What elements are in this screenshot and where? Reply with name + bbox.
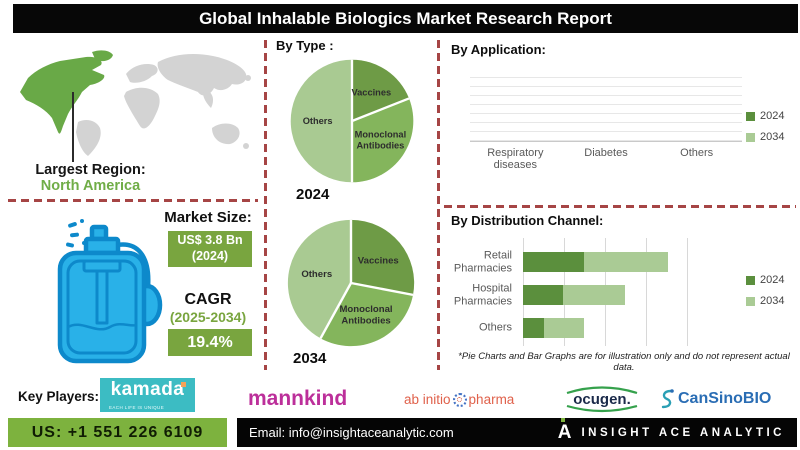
north-america-region bbox=[20, 56, 105, 134]
divider-vertical-1 bbox=[264, 40, 267, 370]
pie-year-2034: 2034 bbox=[293, 350, 327, 367]
divider-vertical-2 bbox=[437, 40, 440, 370]
email-banner: Email: info@insightaceanalytic.com A INS… bbox=[237, 417, 797, 447]
phone-banner: US: +1 551 226 6109 bbox=[8, 418, 227, 447]
pie-chart-2024: Vaccines Monoclonal Antibodies Others bbox=[287, 56, 417, 191]
europe-region bbox=[126, 64, 158, 83]
application-category-labels: Respiratory diseases Diabetes Others bbox=[487, 147, 714, 171]
page-title: Global Inhalable Biologics Market Resear… bbox=[199, 8, 612, 28]
insight-ace-logo-icon: A bbox=[557, 417, 572, 443]
market-size-year: (2024) bbox=[191, 249, 229, 263]
pie-year-2024: 2024 bbox=[296, 186, 330, 203]
insight-ace-name: INSIGHT ACE ANALYTIC bbox=[581, 426, 785, 439]
svg-text:Vaccines: Vaccines bbox=[351, 87, 391, 97]
svg-text:Others: Others bbox=[301, 269, 332, 280]
divider-left bbox=[8, 199, 258, 202]
inhaler-illustration bbox=[57, 219, 163, 364]
largest-region-label: Largest Region: bbox=[35, 162, 146, 178]
mannkind-logo: mannkind bbox=[248, 387, 348, 410]
ocugen-logo: ocugen. bbox=[562, 385, 642, 418]
by-type-title: By Type : bbox=[276, 38, 334, 53]
distribution-bar-chart bbox=[523, 238, 689, 346]
title-bar: Global Inhalable Biologics Market Resear… bbox=[13, 4, 798, 33]
insight-ace-brand: A INSIGHT ACE ANALYTIC bbox=[557, 417, 785, 444]
phone-number: US: +1 551 226 6109 bbox=[31, 423, 204, 441]
abinitio-text-1: ab initio bbox=[404, 392, 451, 407]
svg-text:Others: Others bbox=[303, 116, 333, 126]
australia-region bbox=[212, 123, 240, 145]
abinitio-text-2: pharma bbox=[468, 392, 515, 407]
greenland-region bbox=[92, 50, 113, 62]
india-region bbox=[203, 90, 214, 108]
market-size-value: US$ 3.8 Bn bbox=[177, 233, 243, 248]
cagr-value: 19.4% bbox=[187, 333, 233, 351]
market-size-label: Market Size: bbox=[164, 209, 252, 226]
divider-right bbox=[444, 205, 796, 208]
kamada-dot-icon bbox=[181, 382, 186, 387]
cansino-name: CanSinoBIO bbox=[678, 389, 772, 407]
largest-region-value: North America bbox=[40, 178, 141, 194]
distribution-legend: 2024 2034 bbox=[746, 274, 784, 316]
abinitio-pharma-logo: ab initio pharma bbox=[404, 392, 514, 407]
abinitio-circle-icon bbox=[452, 392, 467, 407]
kamada-name: kamada bbox=[110, 379, 185, 400]
africa-region bbox=[124, 87, 160, 129]
cagr-period: (2025-2034) bbox=[169, 309, 247, 325]
distribution-category-labels: Retail Pharmacies Hospital Pharmacies Othe… bbox=[453, 249, 512, 334]
asia-region bbox=[157, 54, 247, 96]
market-size-value-box: US$ 3.8 Bn (2024) bbox=[168, 231, 252, 267]
spray-dashes bbox=[66, 219, 86, 248]
region-pointer-line bbox=[72, 92, 74, 162]
pie-chart-2034: Vaccines Monoclonal Antibodies Others bbox=[284, 216, 418, 355]
world-map bbox=[20, 50, 251, 156]
key-players-label: Key Players: bbox=[18, 389, 100, 404]
chart-footnote: *Pie Charts and Bar Graphs are for illus… bbox=[458, 351, 790, 373]
kamada-tagline: EACH LIFE IS UNIQUE bbox=[109, 405, 165, 410]
kamada-logo: kamada EACH LIFE IS UNIQUE bbox=[100, 378, 195, 412]
ocugen-name: ocugen. bbox=[573, 391, 631, 408]
ocugen-swoosh-bottom bbox=[566, 404, 638, 413]
by-application-title: By Application: bbox=[451, 42, 546, 57]
cagr-label: CAGR bbox=[184, 291, 232, 308]
south-america-region bbox=[76, 120, 101, 156]
application-bar-chart bbox=[470, 70, 742, 142]
island-dot bbox=[245, 75, 251, 81]
svg-text:Vaccines: Vaccines bbox=[358, 255, 399, 266]
cansino-helix-icon bbox=[661, 389, 674, 409]
email-address: Email: info@insightaceanalytic.com bbox=[249, 425, 454, 440]
cansinobio-logo: CanSinoBIO bbox=[658, 388, 771, 409]
ocugen-swoosh-top bbox=[566, 386, 638, 395]
cagr-value-box: 19.4% bbox=[168, 329, 252, 356]
island-dot bbox=[243, 143, 249, 149]
application-legend: 2024 2034 bbox=[746, 110, 784, 152]
by-distribution-title: By Distribution Channel: bbox=[451, 213, 604, 228]
